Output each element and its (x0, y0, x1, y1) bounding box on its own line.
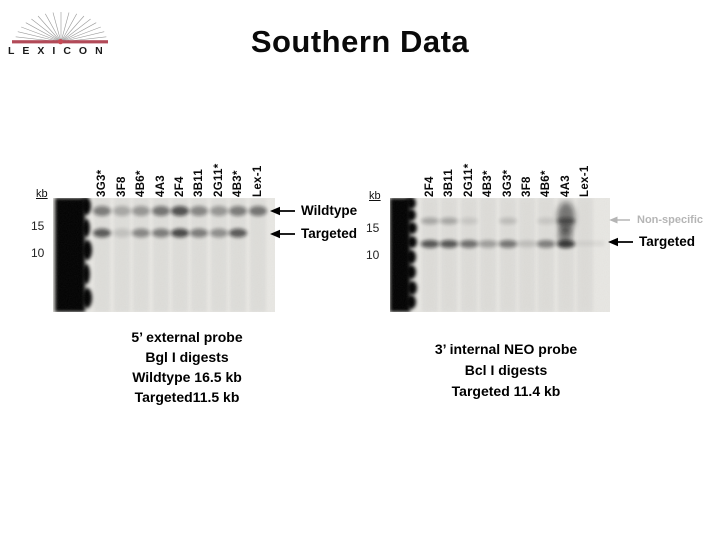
left-blot-grain (53, 198, 275, 312)
arrow-left-icon (609, 216, 630, 224)
lane-label: 3G3* (502, 169, 514, 197)
annotation-label: Targeted (639, 234, 696, 249)
left-annotation-targeted: Targeted (270, 226, 357, 241)
lane-label: 3F8 (116, 176, 128, 197)
lane-label: 2F4 (424, 176, 436, 197)
caption-line: 5’ external probe (131, 329, 243, 345)
right-blot-caption: 3’ internal NEO probe Bcl I digests Target… (406, 339, 606, 402)
lane-label: 4B6* (540, 170, 552, 197)
caption-line: 3’ internal NEO probe (434, 341, 578, 357)
lane-label: 2G11* (213, 163, 225, 197)
logo-fan-rays (15, 12, 107, 43)
annotation-label: Non-specific (637, 214, 704, 226)
right-annotation-non-specific: Non-specific (608, 214, 703, 226)
caption-line: Targeted 11.4 kb (451, 383, 561, 399)
caption-line: Wildtype 16.5 kb (132, 369, 242, 385)
lane-label: 3B11 (193, 168, 205, 197)
right-size-marker-15: 15 (366, 221, 380, 235)
annotation-label: Targeted (301, 226, 358, 241)
left-size-marker-15: 15 (31, 219, 45, 233)
arrow-left-icon (608, 237, 633, 246)
arrow-left-icon (270, 206, 295, 215)
caption-line: Bcl I digests (464, 362, 548, 378)
lane-label: 4A3 (560, 175, 572, 197)
left-blot-caption: 5’ external probe Bgl I digests Wildtype 1… (87, 327, 287, 407)
lane-label: Lex-1 (579, 165, 591, 197)
lane-label: 4A3 (155, 175, 167, 197)
right-kb-label: kb (369, 190, 381, 202)
logo-wordmark: LEXICON (8, 45, 111, 57)
lane-label: 4B3* (482, 170, 494, 197)
lane-label: 2F4 (174, 176, 186, 197)
left-blot-image (53, 198, 275, 312)
caption-line: Targeted11.5 kb (134, 389, 240, 405)
left-kb-label: kb (36, 188, 48, 200)
left-annotation-wildtype: Wildtype (270, 203, 357, 218)
right-size-marker-10: 10 (366, 248, 380, 262)
right-blot-grain (390, 198, 610, 312)
lane-label: 4B6* (135, 170, 147, 197)
lane-label: 3F8 (521, 176, 533, 197)
right-blot-image (390, 198, 610, 312)
lane-label: Lex-1 (252, 165, 264, 197)
left-size-marker-10: 10 (31, 246, 45, 260)
lexicon-logo (12, 12, 108, 45)
arrow-left-icon (270, 229, 295, 238)
slide-title: Southern Data (250, 24, 470, 59)
annotation-label: Wildtype (301, 203, 358, 218)
lane-label: 2G11* (463, 163, 475, 197)
logo-red-dot (57, 39, 64, 45)
right-annotation-targeted: Targeted (608, 234, 695, 249)
lane-label: 3G3* (96, 169, 108, 197)
lane-label: 3B11 (443, 168, 455, 197)
lane-label: 4B3* (232, 170, 244, 197)
caption-line: Bgl I digests (145, 349, 229, 365)
